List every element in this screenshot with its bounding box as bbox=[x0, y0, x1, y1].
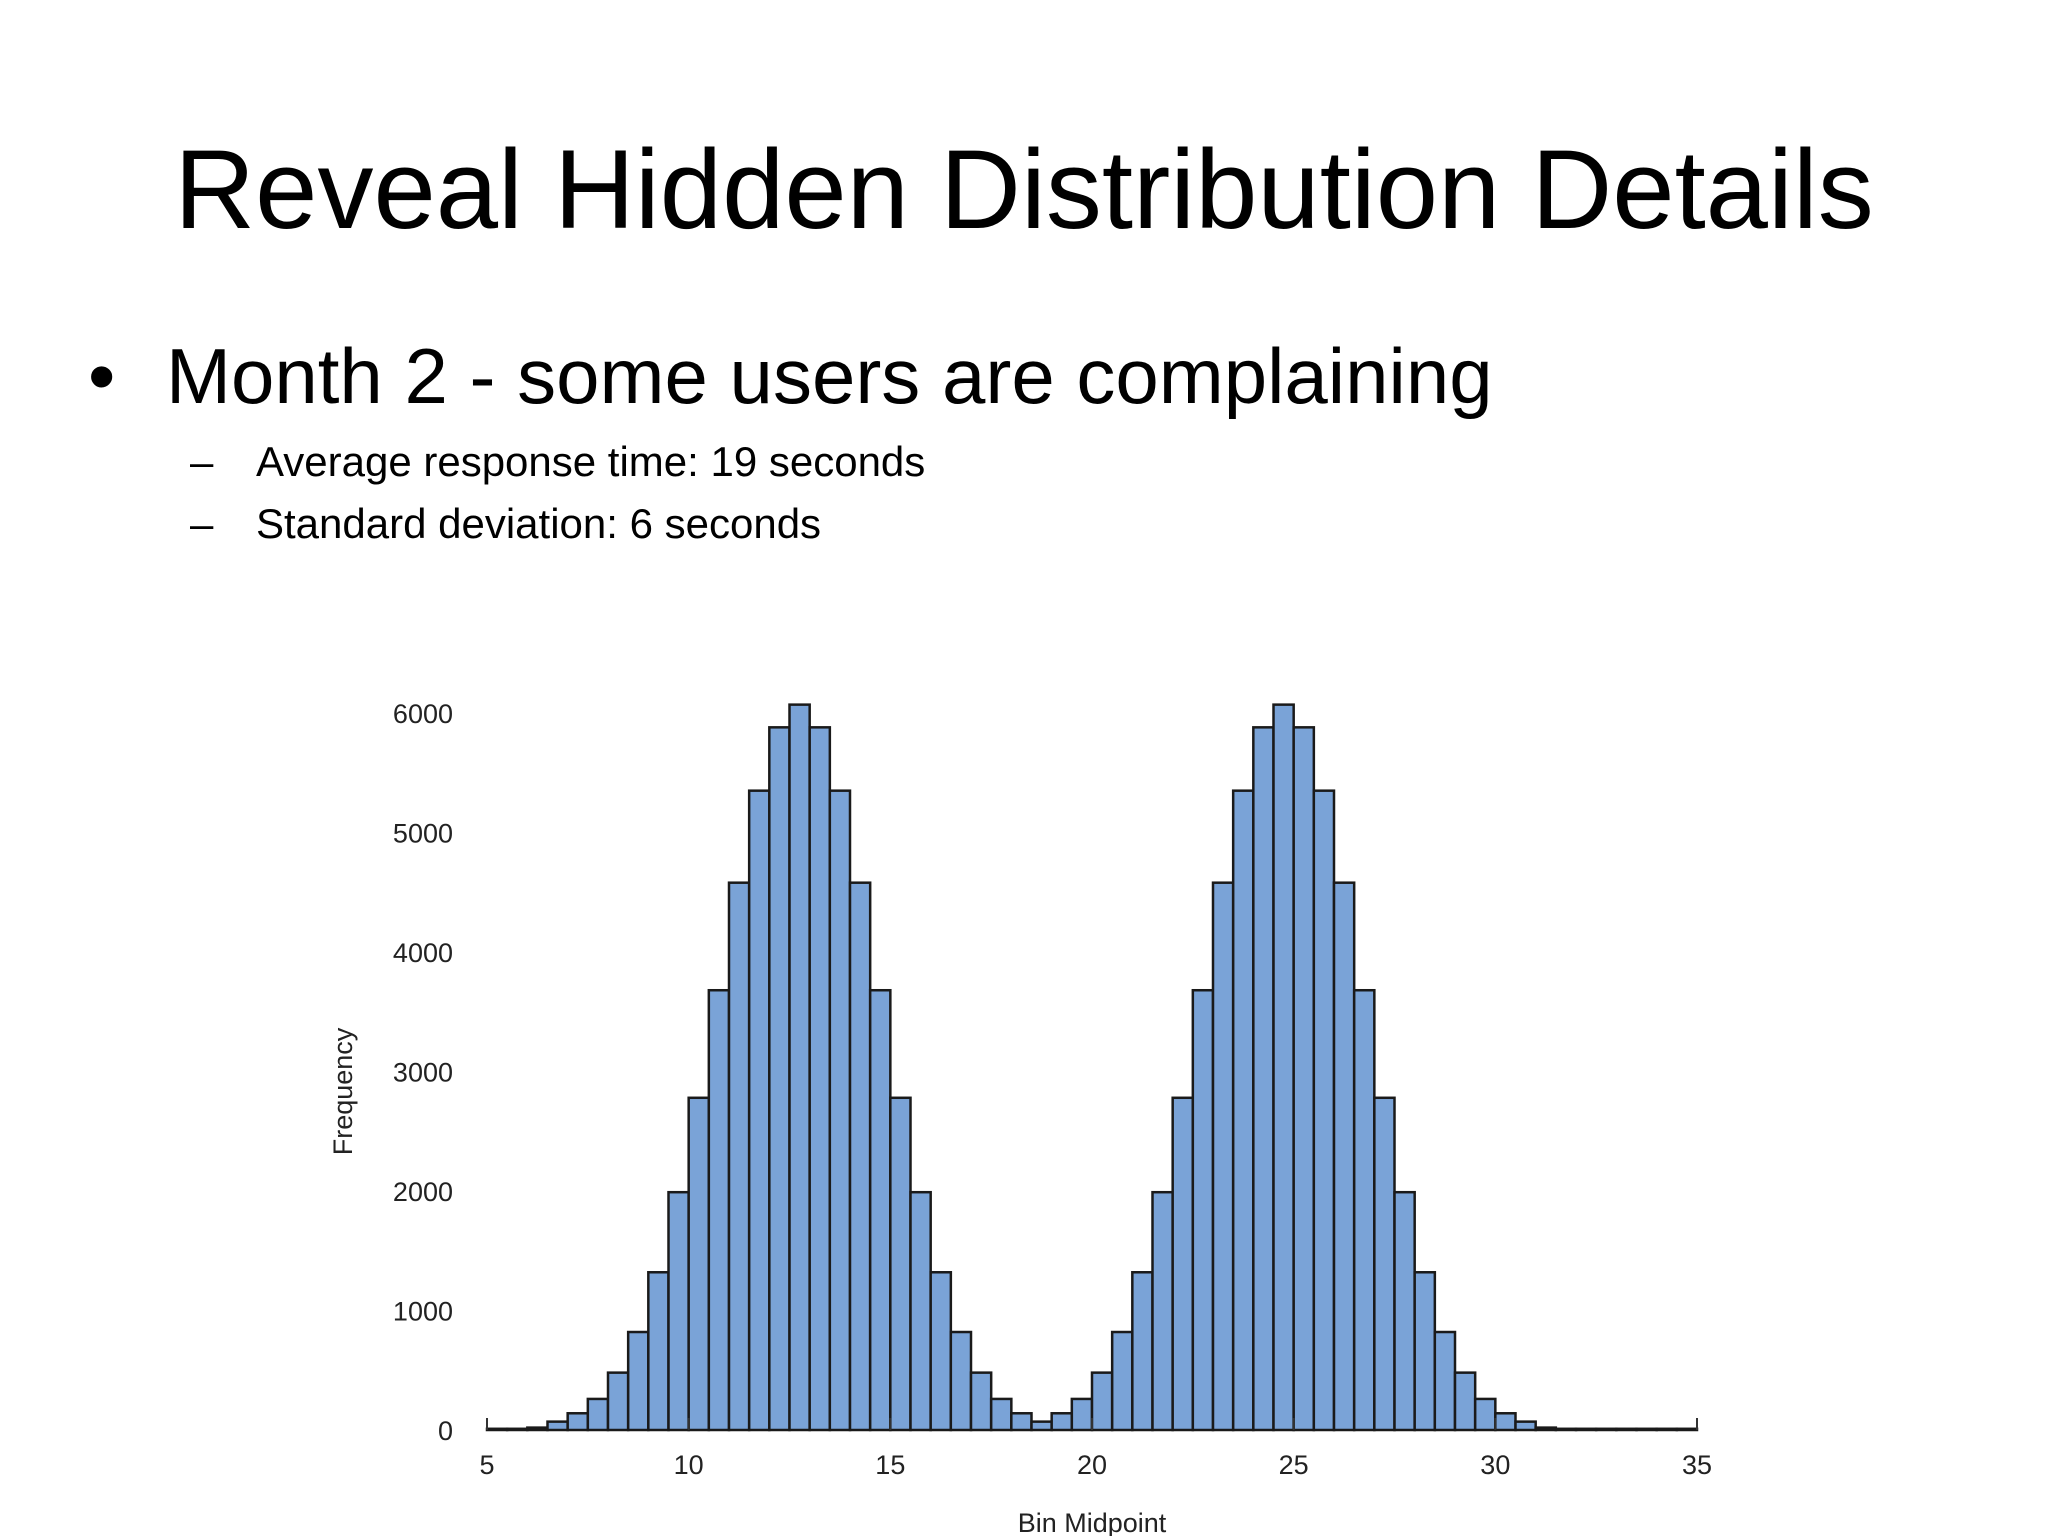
histogram-bar bbox=[1534, 1426, 1558, 1432]
histogram-bar bbox=[1272, 703, 1295, 1432]
histogram-bar bbox=[909, 1190, 932, 1432]
histogram-bar bbox=[1312, 789, 1336, 1432]
histogram-bar bbox=[1554, 1427, 1578, 1432]
histogram-bar bbox=[989, 1397, 1013, 1432]
histogram-bar bbox=[1433, 1330, 1457, 1432]
x-tick-label: 20 bbox=[1077, 1450, 1107, 1480]
x-axis-title: Bin Midpoint bbox=[1018, 1508, 1167, 1536]
bullet-marker: • bbox=[88, 332, 116, 420]
histogram-svg: 0 1000 2000 3000 4000 5000 6000 5 10 15 20 25 30 35 B… bbox=[328, 699, 1712, 1536]
y-tick-label: 1000 bbox=[393, 1297, 453, 1327]
histogram-bar bbox=[727, 881, 751, 1432]
histogram-bar bbox=[1473, 1397, 1497, 1432]
y-tick-label: 3000 bbox=[393, 1058, 453, 1088]
histogram-bar bbox=[1453, 1371, 1477, 1432]
histogram-bar bbox=[1594, 1427, 1618, 1432]
histogram-bar bbox=[687, 1096, 711, 1432]
x-tick-label: 15 bbox=[875, 1450, 905, 1480]
sub-bullet-std-dev: – Standard deviation: 6 seconds bbox=[190, 499, 821, 549]
histogram-bar bbox=[526, 1426, 549, 1432]
histogram-bar bbox=[747, 789, 771, 1432]
sub-bullet-marker: – bbox=[190, 500, 214, 547]
y-tick-label: 5000 bbox=[393, 819, 453, 849]
sub-bullet-marker: – bbox=[190, 438, 214, 485]
histogram-bar bbox=[808, 726, 832, 1432]
histogram-bar bbox=[868, 988, 892, 1432]
histogram-bar bbox=[1373, 1096, 1396, 1432]
histogram-bar bbox=[1332, 881, 1356, 1432]
histogram-bar bbox=[1615, 1427, 1638, 1432]
sub-bullet-average: – Average response time: 19 seconds bbox=[190, 437, 925, 487]
histogram-bar bbox=[1514, 1420, 1537, 1432]
histogram-bar bbox=[1050, 1412, 1074, 1432]
histogram-bar bbox=[546, 1420, 569, 1432]
histogram-bar bbox=[1131, 1271, 1154, 1432]
bullet-text: Month 2 - some users are complaining bbox=[166, 332, 1493, 420]
x-tick-label: 5 bbox=[479, 1450, 494, 1480]
histogram-bar bbox=[1030, 1420, 1053, 1432]
histogram-bar bbox=[949, 1330, 973, 1432]
histogram-bar bbox=[707, 988, 731, 1432]
histogram-bar bbox=[1191, 988, 1215, 1432]
histogram-bar bbox=[1352, 988, 1376, 1432]
histogram-bar bbox=[1090, 1371, 1114, 1432]
histogram-bar bbox=[1635, 1427, 1658, 1432]
axis-layer: 0 1000 2000 3000 4000 5000 6000 5 10 15 20 25 30 35 bbox=[393, 699, 1712, 1480]
histogram-bar bbox=[768, 726, 791, 1432]
histogram-bar bbox=[889, 1096, 912, 1432]
histogram-bar bbox=[505, 1427, 529, 1432]
y-tick-label: 4000 bbox=[393, 938, 453, 968]
histogram-bar bbox=[586, 1397, 610, 1432]
sub-bullet-text: Standard deviation: 6 seconds bbox=[256, 500, 822, 547]
histogram-bar bbox=[828, 789, 852, 1432]
histogram-bar bbox=[667, 1190, 690, 1432]
histogram-bar bbox=[1231, 789, 1255, 1432]
histogram-bar bbox=[1574, 1427, 1598, 1432]
bars-layer bbox=[485, 703, 1699, 1432]
histogram-bar bbox=[1110, 1330, 1134, 1432]
bullet-main: • Month 2 - some users are complaining bbox=[88, 330, 1493, 422]
histogram-bar bbox=[1393, 1190, 1416, 1432]
histogram-bar bbox=[1151, 1190, 1174, 1432]
y-tick-label: 6000 bbox=[393, 699, 453, 729]
histogram-bar bbox=[1252, 726, 1275, 1432]
x-tick-label: 10 bbox=[674, 1450, 704, 1480]
histogram-bar bbox=[626, 1330, 650, 1432]
histogram-bar bbox=[1010, 1412, 1033, 1432]
histogram-bar bbox=[606, 1371, 630, 1432]
y-tick-label: 2000 bbox=[393, 1177, 453, 1207]
sub-bullet-text: Average response time: 19 seconds bbox=[256, 438, 926, 485]
histogram-chart: 0 1000 2000 3000 4000 5000 6000 5 10 15 20 25 30 35 B… bbox=[310, 660, 1760, 1536]
histogram-bar bbox=[647, 1271, 670, 1432]
histogram-bar bbox=[848, 881, 872, 1432]
y-tick-label: 0 bbox=[438, 1416, 453, 1446]
histogram-bar bbox=[969, 1371, 993, 1432]
x-tick-label: 25 bbox=[1279, 1450, 1309, 1480]
slide-title: Reveal Hidden Distribution Details bbox=[174, 127, 1874, 252]
histogram-bar bbox=[1494, 1412, 1517, 1432]
histogram-bar bbox=[485, 1427, 509, 1432]
histogram-bar bbox=[1655, 1427, 1679, 1432]
x-tick-label: 35 bbox=[1682, 1450, 1712, 1480]
histogram-bar bbox=[1171, 1096, 1195, 1432]
y-axis-title: Frequency bbox=[328, 1027, 358, 1155]
histogram-bar bbox=[1675, 1427, 1699, 1432]
histogram-bar bbox=[1211, 881, 1235, 1432]
histogram-bar bbox=[1413, 1271, 1437, 1432]
histogram-bar bbox=[788, 703, 811, 1432]
x-tick-label: 30 bbox=[1480, 1450, 1510, 1480]
histogram-bar bbox=[1292, 726, 1316, 1432]
histogram-bar bbox=[1070, 1397, 1094, 1432]
histogram-bar bbox=[566, 1412, 590, 1432]
histogram-bar bbox=[929, 1271, 953, 1432]
